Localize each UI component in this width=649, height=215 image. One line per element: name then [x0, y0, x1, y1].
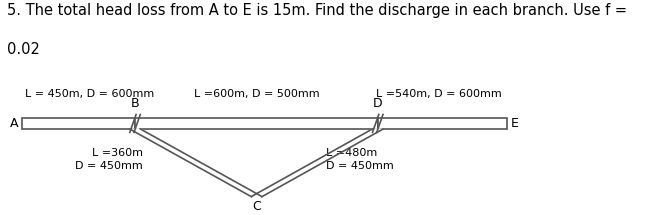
Text: L =480m
D = 450mm: L =480m D = 450mm	[326, 148, 394, 171]
Bar	[378, 118, 508, 129]
Bar	[135, 118, 378, 129]
Polygon shape	[130, 129, 262, 197]
Text: L = 450m, D = 600mm: L = 450m, D = 600mm	[25, 89, 154, 99]
Text: B: B	[130, 97, 140, 110]
Text: C: C	[252, 200, 261, 213]
Text: L =540m, D = 600mm: L =540m, D = 600mm	[376, 89, 502, 99]
Text: 0.02: 0.02	[6, 42, 40, 57]
Text: L =360m
D = 450mm: L =360m D = 450mm	[75, 148, 143, 171]
Text: 5. The total head loss from A to E is 15m. Find the discharge in each branch. Us: 5. The total head loss from A to E is 15…	[6, 3, 627, 18]
Polygon shape	[252, 129, 383, 197]
Text: L =600m, D = 500mm: L =600m, D = 500mm	[194, 89, 319, 99]
Bar	[22, 118, 135, 129]
Text: E: E	[511, 117, 519, 130]
Text: A: A	[10, 117, 18, 130]
Text: D: D	[373, 97, 382, 110]
